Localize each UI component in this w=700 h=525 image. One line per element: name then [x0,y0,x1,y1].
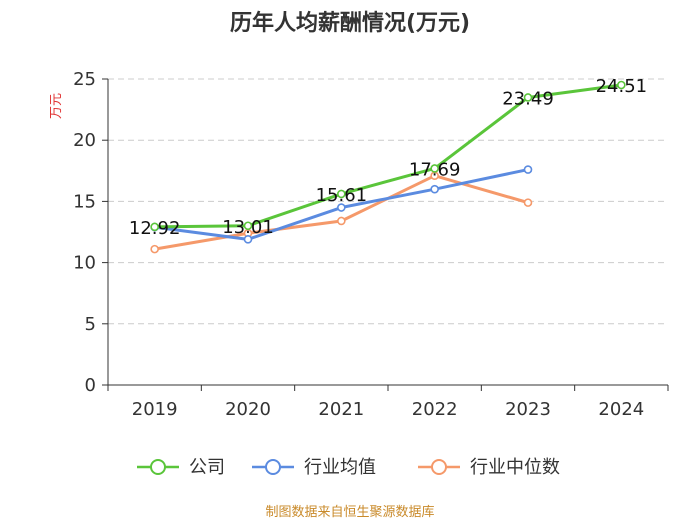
data-label: 13.01 [222,217,274,238]
data-point [337,189,346,199]
legend-label: 行业均值 [304,457,376,478]
data-label: 15.61 [316,185,368,206]
legend-marker [265,459,281,475]
y-tick-label: 15 [73,191,96,212]
data-point [150,244,159,254]
axes: 0 5 10 15 20 25 2019 2020 2021 2022 2023 2024 [73,69,669,420]
legend-marker [431,459,447,475]
data-label: 12.92 [129,218,181,239]
legend-marker [150,459,166,475]
data-point [617,80,626,90]
data-label: 23.49 [502,88,554,109]
legend-label: 公司 [189,457,225,478]
y-axis-label: 万元 [49,93,64,119]
x-tick-label: 2024 [598,399,644,420]
data-labels: 12.92 13.01 15.61 17.69 23.49 24.51 [129,76,647,239]
grid-lines [108,78,668,325]
data-point [243,221,253,231]
data-point [523,165,533,174]
y-tick-label: 0 [85,375,96,396]
y-tick-label: 10 [73,253,96,274]
x-tick-label: 2019 [132,399,178,420]
data-label: 24.51 [596,76,648,97]
x-tick-label: 2022 [412,399,458,420]
y-tick-label: 25 [73,69,96,90]
data-point [523,198,533,207]
series-layer [150,80,626,254]
data-point [150,222,159,232]
x-tick-label: 2021 [318,399,364,420]
source-note: 制图数据来自恒生聚源数据库 [265,504,434,520]
data-point [243,235,253,244]
data-point [337,216,346,226]
data-point [430,184,439,194]
legend-label: 行业中位数 [470,457,560,478]
x-tick-label: 2023 [505,399,551,420]
data-point [430,164,439,173]
data-label: 17.69 [409,159,461,180]
x-tick-label: 2020 [225,399,271,420]
data-point [523,93,533,102]
data-point [337,203,346,212]
series-line [154,83,622,229]
y-tick-label: 20 [73,130,96,151]
legend: 公司 行业均值 行业中位数 [137,457,560,478]
y-tick-label: 5 [85,314,96,335]
chart-title: 历年人均薪酬情况(万元) [230,10,470,36]
